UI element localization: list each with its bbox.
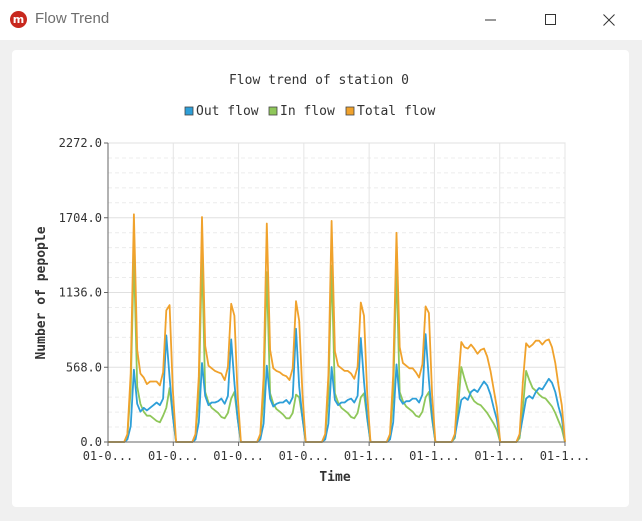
y-tick-label: 0.0 xyxy=(80,435,102,449)
y-tick-label: 1136.0 xyxy=(59,286,102,300)
x-tick-label: 01-0... xyxy=(279,449,330,463)
x-tick-label: 01-0... xyxy=(83,449,134,463)
x-tick-label: 01-1... xyxy=(409,449,460,463)
close-button[interactable] xyxy=(586,0,632,40)
flow-trend-chart: Flow trend of station 0 Out flow In flow T… xyxy=(34,73,591,485)
y-tick-label: 1704.0 xyxy=(59,211,102,225)
y-tick-label: 2272.0 xyxy=(59,136,102,150)
x-tick-label: 01-1... xyxy=(344,449,395,463)
x-tick-label: 01-1... xyxy=(474,449,525,463)
chart-title: Flow trend of station 0 xyxy=(229,73,409,88)
y-axis-label: Number of pepople xyxy=(34,226,49,359)
legend-swatch xyxy=(184,106,194,116)
chart-axes: 0.0 568.0 1136.0 1704.0 2272.0 01-0... 01-0...… xyxy=(59,136,591,463)
chart-panel: Flow trend of station 0 Out flow In flow T… xyxy=(12,50,629,507)
legend-item-out-flow[interactable]: Out flow xyxy=(184,104,259,119)
legend-label: Out flow xyxy=(196,104,259,119)
minimize-button[interactable] xyxy=(468,0,514,40)
legend-swatch xyxy=(345,106,355,116)
x-tick-label: 01-0... xyxy=(148,449,199,463)
app-logo-icon: m xyxy=(10,11,27,28)
window-title: Flow Trend xyxy=(35,10,110,27)
maximize-icon xyxy=(545,14,556,25)
close-icon xyxy=(603,14,615,26)
window-titlebar[interactable]: m Flow Trend xyxy=(0,0,642,40)
maximize-button[interactable] xyxy=(528,0,574,40)
x-axis-label: Time xyxy=(319,470,350,485)
legend-label: Total flow xyxy=(357,104,435,119)
x-tick-label: 01-1... xyxy=(540,449,591,463)
legend-swatch xyxy=(268,106,278,116)
legend-item-in-flow[interactable]: In flow xyxy=(268,104,335,119)
chart-grid xyxy=(107,142,566,443)
chart-legend: Out flow In flow Total flow xyxy=(184,104,435,119)
x-tick-label: 01-0... xyxy=(213,449,264,463)
legend-item-total-flow[interactable]: Total flow xyxy=(345,104,435,119)
legend-label: In flow xyxy=(280,104,335,119)
y-tick-label: 568.0 xyxy=(66,360,102,374)
minimize-icon xyxy=(485,19,496,21)
